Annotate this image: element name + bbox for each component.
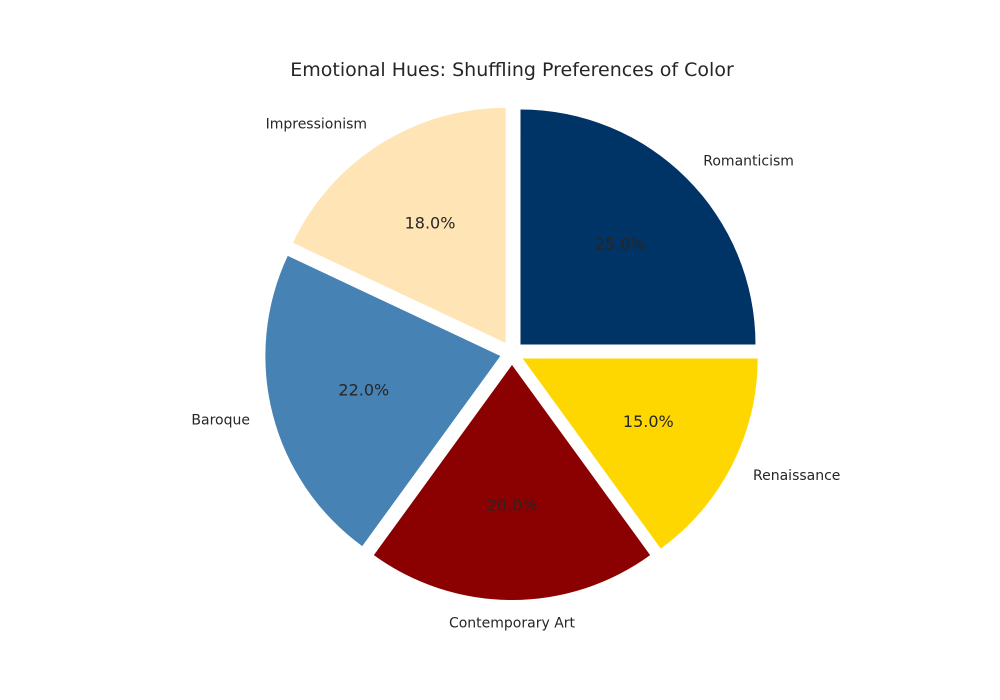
slices-layer [265,107,758,601]
pie-slice-romanticism [520,109,756,345]
slice-label-renaissance: Renaissance [753,468,840,484]
slice-label-contemporary-art: Contemporary Art [449,616,576,632]
slice-label-baroque: Baroque [191,412,250,428]
labels-layer: Renaissance 15.0% Romanticism 25.0% Impressi… [191,117,840,632]
pie-slice-baroque [265,255,501,547]
slice-label-impressionism: Impressionism [266,117,367,133]
pct-label-impressionism: 18.0% [405,213,456,232]
pie-slice-impressionism [292,107,506,343]
slice-label-romanticism: Romanticism [703,154,794,170]
pct-label-baroque: 22.0% [338,381,389,400]
pct-label-contemporary-art: 20.0% [487,496,538,515]
chart-title: Emotional Hues: Shuffling Preferences of… [290,59,734,81]
pie-slice-contemporary-art [373,365,651,601]
pct-label-renaissance: 15.0% [623,412,674,431]
pct-label-romanticism: 25.0% [595,234,646,253]
pie-slice-renaissance [522,358,758,549]
